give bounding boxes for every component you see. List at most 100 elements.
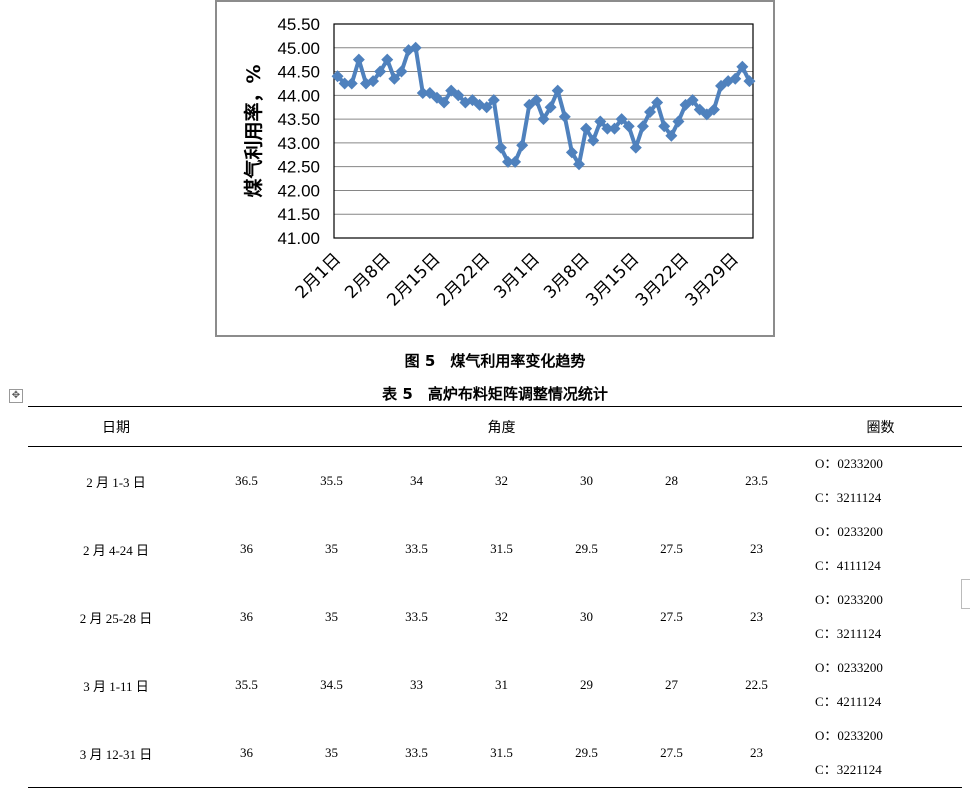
ore-rings: O：0233200 bbox=[815, 456, 883, 471]
data-point bbox=[494, 141, 507, 154]
y-tick-label: 41.00 bbox=[277, 229, 320, 248]
angle-cell: 31 bbox=[495, 677, 508, 692]
y-tick-label: 45.50 bbox=[277, 15, 320, 34]
rings-cell: O：0233200 C：3211124 bbox=[799, 447, 962, 516]
angle-cell: 35.5 bbox=[320, 473, 343, 488]
data-point bbox=[402, 44, 415, 57]
angle-cell: 28 bbox=[665, 473, 678, 488]
angle-cell: 36 bbox=[204, 719, 289, 788]
plot-area bbox=[333, 23, 754, 239]
data-point bbox=[501, 155, 514, 168]
data-point bbox=[352, 53, 365, 66]
angle-cell: 31.5 bbox=[490, 541, 513, 556]
data-point bbox=[438, 96, 451, 109]
table-header-row: 日期 角度 圈数 bbox=[28, 406, 963, 447]
angle-cell: 35 bbox=[289, 719, 374, 788]
angle-cell: 36.5 bbox=[235, 473, 258, 488]
coke-rings: C：3221124 bbox=[815, 762, 882, 777]
angle-cell: 32 bbox=[495, 609, 508, 624]
data-point bbox=[544, 101, 557, 114]
x-tick-label: 3月22日 bbox=[632, 249, 693, 310]
date-cell: 3 月 1-11 日 bbox=[83, 678, 149, 694]
data-point bbox=[445, 84, 458, 97]
data-point bbox=[537, 113, 550, 126]
data-point bbox=[651, 96, 664, 109]
rings-cell: O：0233200 C：4211124 bbox=[799, 651, 962, 719]
angle-cell: 27.5 bbox=[660, 541, 683, 556]
y-tick-label: 44.50 bbox=[277, 63, 320, 82]
data-point bbox=[416, 86, 429, 99]
table-row: 3 月 12-31 日 36 35 33.5 31.5 29.5 27.5 23 O：02332… bbox=[28, 719, 963, 788]
data-point bbox=[693, 103, 706, 116]
data-point bbox=[644, 105, 657, 118]
data-point bbox=[367, 75, 380, 88]
data-point bbox=[551, 84, 564, 97]
coke-rings: C：4111124 bbox=[815, 558, 881, 573]
data-point bbox=[679, 98, 692, 111]
angle-cell: 33.5 bbox=[405, 541, 428, 556]
ore-rings: O：0233200 bbox=[815, 728, 883, 743]
data-point bbox=[452, 89, 465, 102]
angle-cell: 27.5 bbox=[629, 719, 714, 788]
table-caption: 表 5 高炉布料矩阵调整情况统计 bbox=[382, 385, 608, 403]
angle-cell: 23 bbox=[714, 719, 800, 788]
data-point bbox=[580, 122, 593, 135]
date-cell: 2 月 4-24 日 bbox=[82, 542, 150, 558]
header-date: 日期 bbox=[28, 406, 204, 447]
angle-cell: 35 bbox=[325, 609, 338, 624]
angle-cell: 34.5 bbox=[320, 677, 343, 692]
figure-caption: 图 5 煤气利用率变化趋势 bbox=[404, 352, 586, 370]
data-point bbox=[487, 94, 500, 107]
data-point bbox=[388, 72, 401, 85]
data-point bbox=[558, 110, 571, 123]
x-tick-label: 3月1日 bbox=[490, 249, 543, 302]
header-angle: 角度 bbox=[204, 406, 800, 447]
y-tick-label: 45.00 bbox=[277, 39, 320, 58]
data-point bbox=[409, 41, 422, 54]
angle-cell: 29 bbox=[580, 677, 593, 692]
date-cell: 2 月 25-28 日 bbox=[79, 610, 153, 626]
table-row: 2 月 4-24 日 36 35 33.5 31.5 29.5 27.5 23 O：023320… bbox=[28, 515, 962, 583]
data-point bbox=[530, 94, 543, 107]
data-point bbox=[636, 120, 649, 133]
data-point bbox=[338, 77, 351, 90]
rings-cell: O：0233200 C：3211124 bbox=[799, 583, 962, 651]
angle-cell: 23 bbox=[750, 541, 764, 556]
data-point bbox=[466, 94, 479, 107]
data-point bbox=[523, 98, 536, 111]
angle-cell: 29.5 bbox=[544, 719, 629, 788]
burden-matrix-table: 日期 角度 圈数 2 月 1-3 日 36.5 35.5 34 32 30 28 23.5 O：… bbox=[28, 406, 963, 788]
x-tick-label: 3月15日 bbox=[582, 249, 643, 310]
data-point bbox=[565, 146, 578, 159]
data-point bbox=[743, 75, 756, 88]
y-tick-label: 44.00 bbox=[277, 86, 320, 105]
angle-cell: 30 bbox=[580, 473, 593, 488]
data-point bbox=[629, 141, 642, 154]
table-move-handle-icon[interactable]: ✥ bbox=[9, 389, 23, 403]
y-tick-label: 43.50 bbox=[277, 110, 320, 129]
y-tick-label: 42.00 bbox=[277, 181, 320, 200]
angle-cell: 34 bbox=[410, 473, 423, 488]
angle-cell: 23 bbox=[750, 609, 764, 624]
y-tick-label: 43.00 bbox=[277, 134, 320, 153]
angle-cell: 30 bbox=[580, 609, 593, 624]
date-cell: 3 月 12-31 日 bbox=[28, 719, 204, 788]
data-point bbox=[359, 77, 372, 90]
table-row: 3 月 1-11 日 35.5 34.5 33 31 29 27 22.5 O：0233200 C… bbox=[28, 651, 962, 719]
data-point bbox=[381, 53, 394, 66]
x-tick-label: 2月1日 bbox=[292, 249, 345, 302]
header-rings: 圈数 bbox=[799, 406, 963, 447]
data-point bbox=[516, 139, 529, 152]
angle-cell: 27.5 bbox=[660, 609, 683, 624]
angle-cell: 33.5 bbox=[374, 719, 459, 788]
angle-cell: 36 bbox=[240, 541, 253, 556]
table-row: 2 月 1-3 日 36.5 35.5 34 32 30 28 23.5 O：0233200 C：… bbox=[28, 447, 962, 516]
edge-scroll-marker[interactable] bbox=[961, 579, 970, 609]
data-point bbox=[672, 115, 685, 128]
coke-rings: C：3211124 bbox=[815, 490, 882, 505]
data-point bbox=[736, 60, 749, 73]
data-point bbox=[729, 72, 742, 85]
x-tick-label: 2月22日 bbox=[433, 249, 494, 310]
gas-utilization-line-chart: 41.00 41.50 42.00 42.50 43.00 43.50 44.00 44.50… bbox=[242, 15, 756, 311]
angle-cell: 35.5 bbox=[235, 677, 258, 692]
